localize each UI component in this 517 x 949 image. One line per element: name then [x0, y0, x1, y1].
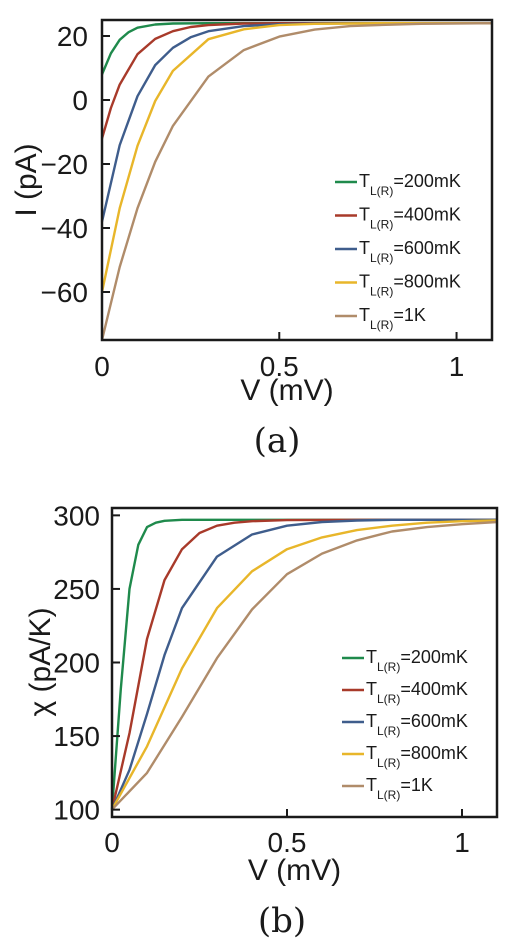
- x-tick-label: 0.5: [260, 351, 299, 382]
- series-line-5: [111, 520, 498, 811]
- x-tick-label: 0: [104, 827, 120, 858]
- series-line-1: [100, 22, 492, 75]
- legend-label: TL(R)=1K: [366, 775, 433, 802]
- y-tick-label: 300: [53, 500, 100, 531]
- x-tick-label: 1: [449, 351, 465, 382]
- y-axis-label: χ (pA/K): [24, 607, 57, 716]
- y-tick-label: 20: [57, 21, 88, 52]
- legend-label: TL(R)=200mK: [359, 171, 461, 198]
- series-line-3: [110, 518, 497, 811]
- x-axis-label: V (mV): [240, 374, 333, 407]
- series-line-5: [100, 22, 493, 341]
- x-tick-label: 1: [454, 827, 470, 858]
- y-tick-label: 150: [53, 721, 100, 752]
- y-tick-label: 0: [72, 85, 88, 116]
- legend-label: TL(R)=400mK: [366, 679, 468, 706]
- y-tick-label: −40: [41, 213, 89, 244]
- legend-label: TL(R)=800mK: [359, 272, 461, 299]
- chart-panel-2: 0 0.5 1 100 150 200 250 300 V (mV) χ (pA/K) TL(R)=…: [24, 500, 499, 941]
- x-tick-label: 0.5: [268, 827, 307, 858]
- plot-frame: [100, 18, 494, 342]
- y-tick-label: 250: [53, 574, 100, 605]
- y-axis-label: I (pA): [10, 143, 43, 216]
- y-tick-label: 100: [53, 795, 100, 826]
- panel-label: (b): [258, 901, 306, 941]
- legend-label: TL(R)=400mK: [359, 205, 461, 232]
- legend-label: TL(R)=600mK: [366, 711, 468, 738]
- x-axis-label: V (mV): [248, 854, 341, 887]
- chart-panel-1: 0 0.5 1 −60 −40 −20 0 20 V (mV) I (pA) TL(R)=200mK…: [10, 18, 494, 461]
- x-tick-label: 0: [94, 351, 110, 382]
- legend-label: TL(R)=1K: [359, 305, 426, 332]
- series-line-2: [100, 22, 492, 139]
- y-tick-label: −20: [41, 149, 89, 180]
- legend-label: TL(R)=600mK: [359, 238, 461, 265]
- series-line-4: [100, 22, 492, 293]
- series-line-3: [100, 22, 492, 222]
- legend-label: TL(R)=800mK: [366, 743, 468, 770]
- legend-label: TL(R)=200mK: [366, 647, 468, 674]
- series-line-1: [110, 518, 497, 810]
- panel-label: (a): [254, 421, 301, 461]
- series-line-2: [110, 518, 497, 810]
- y-tick-label: 200: [53, 648, 100, 679]
- series-line-4: [110, 519, 498, 811]
- y-tick-label: −60: [41, 277, 89, 308]
